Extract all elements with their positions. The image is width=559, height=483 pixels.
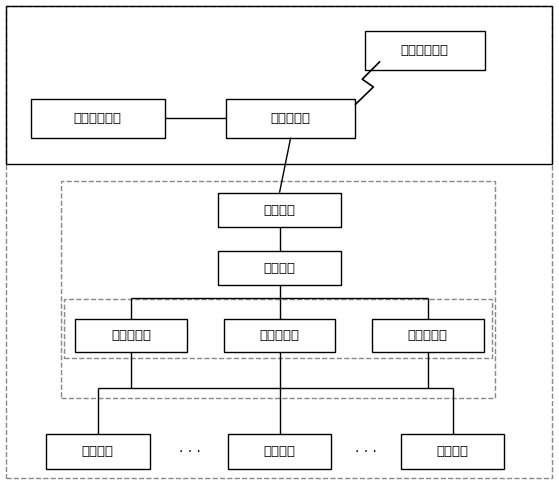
Text: · · ·: · · · <box>179 445 201 458</box>
Text: 检测装置: 检测装置 <box>437 445 469 458</box>
Bar <box>228 434 331 469</box>
Text: 传感器节点: 传感器节点 <box>259 329 300 342</box>
Bar <box>46 434 149 469</box>
Text: 传感器节点: 传感器节点 <box>111 329 151 342</box>
Text: 检测装置: 检测装置 <box>82 445 114 458</box>
Text: 传感器节点: 传感器节点 <box>408 329 448 342</box>
Text: 服务器机组: 服务器机组 <box>271 112 311 125</box>
Bar <box>224 319 335 352</box>
Text: · · ·: · · · <box>355 445 377 458</box>
Bar <box>75 319 187 352</box>
Bar <box>6 6 552 164</box>
Text: 数据分析模块: 数据分析模块 <box>74 112 122 125</box>
Bar <box>364 31 485 70</box>
Text: 管理终端模块: 管理终端模块 <box>401 44 449 57</box>
Text: 骨干节点: 骨干节点 <box>263 262 296 274</box>
Bar <box>218 251 341 285</box>
Bar <box>401 434 505 469</box>
Bar <box>218 193 341 227</box>
Bar <box>372 319 484 352</box>
Bar <box>61 181 495 398</box>
Bar <box>226 99 355 138</box>
Bar <box>64 299 492 358</box>
Text: 检测装置: 检测装置 <box>263 445 296 458</box>
Bar <box>31 99 165 138</box>
Text: 网关节点: 网关节点 <box>263 204 296 216</box>
